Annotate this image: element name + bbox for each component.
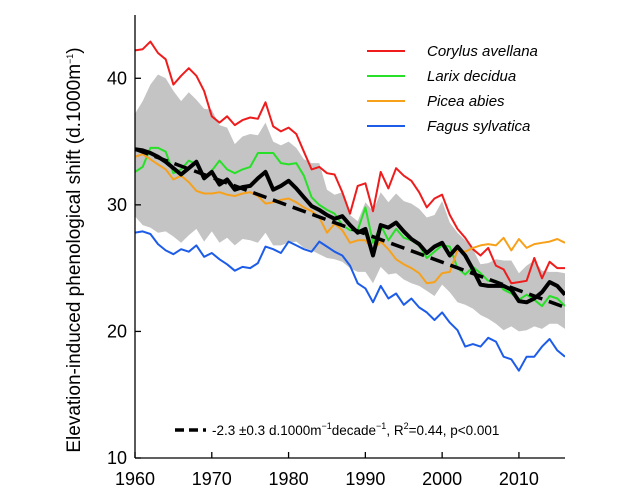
- x-axis-ticks: 1960 1970 1980 1990 2000 2010: [115, 452, 539, 489]
- series-line-fagus-sylvatica: [135, 230, 565, 372]
- axes: [134, 15, 565, 459]
- legend-label-corylus-avellana: Corylus avellana: [427, 43, 538, 60]
- x-tick-label: 2000: [422, 469, 462, 489]
- uncertainty-band: [135, 74, 565, 332]
- series-line-picea-abies: [135, 153, 565, 285]
- legend-label-fagus-sylvatica: Fagus sylvatica: [427, 118, 530, 135]
- plot-area: [135, 40, 565, 372]
- series-line-corylus-avellana: [135, 40, 565, 285]
- legend: Corylus avellana Larix decidua Picea abies…: [367, 43, 538, 135]
- y-tick-label: 30: [107, 195, 127, 215]
- trend-line: [135, 147, 565, 310]
- x-tick-label: 1960: [115, 469, 155, 489]
- legend-label-larix-decidua: Larix decidua: [427, 68, 516, 85]
- x-tick-label: 1970: [192, 469, 232, 489]
- y-tick-label: 10: [107, 448, 127, 468]
- x-tick-label: 2010: [499, 469, 539, 489]
- y-axis-label: Elevation-induced phenological shift (d.…: [64, 47, 85, 452]
- x-tick-label: 1980: [269, 469, 309, 489]
- plot-content: [135, 40, 565, 372]
- trend-annotation-text: -2.3 ±0.3 d.1000m−1decade−1, R2=0.44, p<…: [212, 421, 499, 438]
- y-tick-label: 40: [107, 68, 127, 88]
- trend-annotation: -2.3 ±0.3 d.1000m−1decade−1, R2=0.44, p<…: [175, 421, 499, 438]
- y-axis-ticks: 10 20 30 40: [107, 68, 141, 468]
- x-tick-label: 1990: [345, 469, 385, 489]
- y-tick-label: 20: [107, 321, 127, 341]
- legend-label-picea-abies: Picea abies: [427, 93, 505, 110]
